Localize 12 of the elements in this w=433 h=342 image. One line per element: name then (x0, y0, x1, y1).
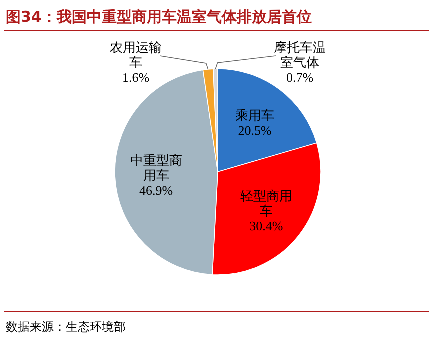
slice-label: 轻型商用车 (240, 188, 292, 218)
slice-label: 摩托车温室气体 (274, 40, 326, 70)
slice-label: 中重型商用车 (130, 152, 182, 183)
data-label: 1.6% (122, 70, 150, 85)
data-label: 20.5% (238, 123, 272, 138)
slice-label: 乘用车 (236, 108, 275, 124)
data-label: 46.9% (139, 182, 174, 198)
data-label: 0.7% (286, 70, 314, 85)
slice-label: 农用运输车 (110, 40, 162, 70)
chart-title: 图34：我国中重型商用车温室气体排放居首位 (6, 8, 312, 26)
source-note: 数据来源：生态环境部 (6, 320, 126, 334)
data-label: 30.4% (250, 218, 284, 234)
